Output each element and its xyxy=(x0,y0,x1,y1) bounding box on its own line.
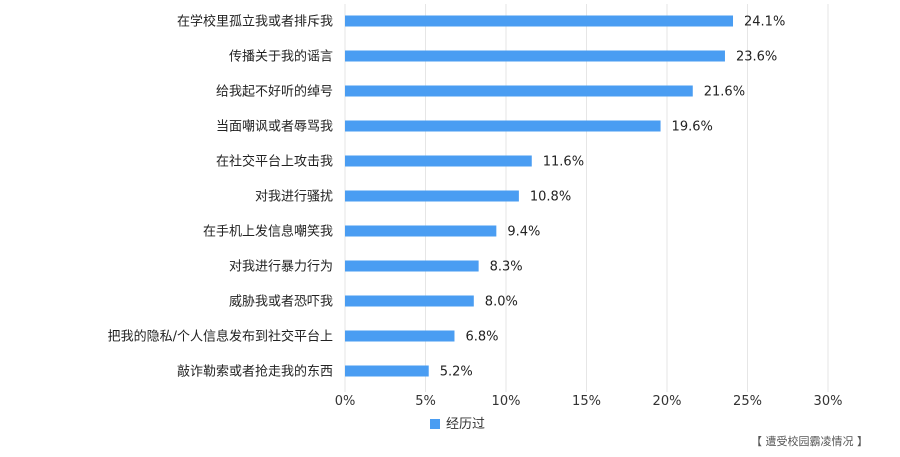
bar xyxy=(345,295,474,307)
value-label: 9.4% xyxy=(507,225,540,240)
value-label: 5.2% xyxy=(440,365,473,380)
bar xyxy=(345,190,519,202)
bar xyxy=(345,155,532,167)
value-label: 6.8% xyxy=(465,330,498,345)
value-label: 10.8% xyxy=(530,190,571,205)
x-tick-label: 5% xyxy=(415,394,436,409)
x-tick-label: 25% xyxy=(733,394,762,409)
bar xyxy=(345,365,429,377)
value-label: 21.6% xyxy=(704,85,745,100)
bars xyxy=(345,15,734,377)
bar xyxy=(345,15,734,27)
bar xyxy=(345,260,479,272)
bar xyxy=(345,85,693,97)
category-label: 传播关于我的谣言 xyxy=(229,49,333,65)
category-label: 在手机上发信息嘲笑我 xyxy=(203,224,333,240)
value-label: 19.6% xyxy=(672,120,713,135)
legend: 经历过 xyxy=(430,417,485,432)
category-label: 威胁我或者恐吓我 xyxy=(229,295,333,310)
value-label: 11.6% xyxy=(543,155,584,170)
value-label: 8.3% xyxy=(490,260,523,275)
x-tick-label: 15% xyxy=(572,394,601,409)
category-label: 在社交平台上攻击我 xyxy=(216,154,333,170)
x-tick-label: 30% xyxy=(814,394,843,409)
value-label: 23.6% xyxy=(736,50,777,65)
bar xyxy=(345,120,661,132)
x-tick-label: 0% xyxy=(335,394,356,409)
chart-note: 【 遭受校园霸凌情况 】 xyxy=(751,435,868,448)
bar xyxy=(345,50,725,62)
category-label: 在学校里孤立我或者排斥我 xyxy=(177,14,333,30)
x-tick-label: 20% xyxy=(653,394,682,409)
labels: 0% 5% 10% 15% 20% 25% 30% 在学校里孤立我或者排斥我 24.1% 传播关于… xyxy=(108,14,843,410)
x-tick-label: 10% xyxy=(492,394,521,409)
category-label: 对我进行骚扰 xyxy=(255,190,333,205)
legend-swatch xyxy=(430,419,440,429)
category-label: 当面嘲讽或者辱骂我 xyxy=(216,120,333,135)
category-label: 给我起不好听的绰号 xyxy=(216,84,333,100)
category-label: 对我进行暴力行为 xyxy=(229,260,333,275)
value-label: 24.1% xyxy=(744,15,785,30)
category-label: 把我的隐私/个人信息发布到社交平台上 xyxy=(108,329,333,345)
value-label: 8.0% xyxy=(485,295,518,310)
legend-label: 经历过 xyxy=(446,417,485,432)
bar xyxy=(345,330,455,342)
category-label: 敲诈勒索或者抢走我的东西 xyxy=(177,364,333,380)
bar xyxy=(345,225,497,237)
